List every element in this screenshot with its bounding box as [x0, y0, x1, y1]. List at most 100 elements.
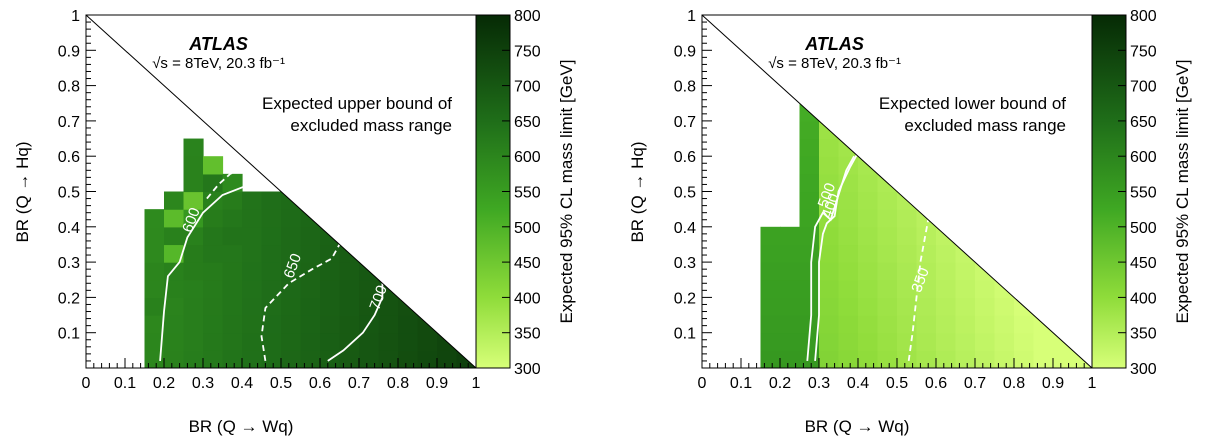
heatmap-cell	[760, 226, 781, 246]
heatmap-cell	[858, 191, 879, 210]
heatmap-cell	[780, 226, 801, 246]
heatmap-cell	[760, 262, 781, 281]
y-axis-title: BR (Q → Hq)	[13, 141, 32, 242]
y-tick-label: 0.4	[674, 220, 696, 237]
heatmap-cell	[858, 262, 879, 281]
x-tick-label: 0.7	[348, 375, 370, 392]
heatmap-cell	[877, 191, 898, 210]
heatmap-cell	[164, 226, 185, 246]
heatmap-cell	[838, 297, 859, 316]
heatmap-cell	[398, 315, 419, 334]
heatmap-cell	[819, 350, 840, 368]
heatmap-cell	[320, 279, 341, 298]
y-tick-label: 0.9	[674, 43, 696, 60]
heatmap-cell	[877, 209, 898, 228]
heatmap-cell	[164, 209, 185, 228]
diagonal-boundary	[85, 14, 477, 369]
heatmap-cell	[281, 226, 302, 246]
z-tick-label: 300	[514, 361, 541, 378]
heatmap-cell	[261, 332, 282, 351]
heatmap-cell	[858, 279, 879, 298]
heatmap-cell	[838, 226, 859, 246]
heatmap-cell	[164, 332, 185, 351]
heatmap-cell	[1014, 350, 1035, 368]
heatmap-cell	[222, 226, 243, 246]
heatmap-cell	[242, 244, 263, 263]
heatmap-cell	[144, 332, 165, 351]
z-tick-label: 750	[514, 43, 541, 60]
x-tick-label: 0.8	[1003, 375, 1025, 392]
y-tick-label: 0.6	[674, 149, 696, 166]
contour-line-700	[327, 283, 384, 362]
heatmap-cell	[378, 315, 399, 334]
heatmap-cell	[320, 244, 341, 263]
x-tick-label: 0.6	[309, 375, 331, 392]
z-axis-title: Expected 95% CL mass limit [GeV]	[1173, 60, 1192, 324]
z-tick-label: 500	[1130, 220, 1157, 237]
heatmap-cell	[144, 297, 165, 316]
heatmap-cell	[994, 297, 1015, 316]
heatmap-cell	[916, 350, 937, 368]
heatmap-cell	[242, 279, 263, 298]
heatmap-cell	[183, 209, 204, 228]
heatmap-cell	[936, 244, 957, 263]
heatmap-cell	[799, 350, 820, 368]
heatmap-cell	[838, 350, 859, 368]
heatmap-cell	[858, 350, 879, 368]
heatmap-cell	[281, 315, 302, 334]
heatmap-cell	[877, 332, 898, 351]
heatmap-cell	[281, 244, 302, 263]
heatmap-cell	[838, 262, 859, 281]
heatmap-cell	[916, 315, 937, 334]
heatmap-cell	[819, 156, 840, 175]
heatmap-cell	[936, 315, 957, 334]
heatmap-cell	[858, 332, 879, 351]
heatmap-cell	[203, 209, 224, 228]
heatmap-cell	[799, 173, 820, 193]
heatmap-cell	[858, 173, 879, 193]
heatmap-cell	[955, 350, 976, 368]
heatmap-cell	[242, 315, 263, 334]
heatmap-cell	[300, 332, 321, 351]
heatmap-cell	[838, 279, 859, 298]
y-tick-label: 0.6	[58, 149, 80, 166]
heatmap-cell	[780, 262, 801, 281]
x-tick-label: 0.2	[153, 375, 175, 392]
heatmap-cell	[222, 244, 243, 263]
heatmap-cell	[300, 297, 321, 316]
x-tick-label: 0.9	[1042, 375, 1064, 392]
heatmap-cell	[281, 279, 302, 298]
annotation-line: excluded mass range	[904, 116, 1066, 135]
heatmap-cell	[378, 297, 399, 316]
heatmap-cell	[183, 279, 204, 298]
heatmap-cell	[838, 315, 859, 334]
heatmap-cell	[819, 173, 840, 193]
heatmap-cell	[378, 332, 399, 351]
heatmap-cell	[819, 191, 840, 210]
z-axis-title: Expected 95% CL mass limit [GeV]	[557, 60, 576, 324]
heatmap-cell	[994, 315, 1015, 334]
energy-lumi-label: √s = 8TeV, 20.3 fb⁻¹	[152, 55, 285, 72]
heatmap-cell	[897, 209, 918, 228]
y-tick-label: 0.1	[674, 326, 696, 343]
x-tick-label: 0.3	[192, 375, 214, 392]
heatmap-cell	[780, 279, 801, 298]
heatmap-cell	[320, 315, 341, 334]
heatmap-cell	[261, 244, 282, 263]
x-tick-label: 0.1	[730, 375, 752, 392]
heatmap-cell	[222, 279, 243, 298]
heatmap-cell	[897, 279, 918, 298]
heatmap-cell	[144, 279, 165, 298]
diagonal-boundary	[701, 14, 1093, 369]
heatmap-cell	[359, 332, 380, 351]
heatmap-cell	[144, 315, 165, 334]
heatmap-cell	[242, 262, 263, 281]
z-tick-label: 550	[1130, 185, 1157, 202]
y-tick-label: 0.9	[58, 43, 80, 60]
heatmap-cell	[222, 191, 243, 210]
heatmap-cell	[203, 262, 224, 281]
heatmap-cell	[242, 332, 263, 351]
z-tick-label: 450	[1130, 255, 1157, 272]
experiment-label: ATLAS	[804, 34, 864, 54]
heatmap-cell	[916, 244, 937, 263]
